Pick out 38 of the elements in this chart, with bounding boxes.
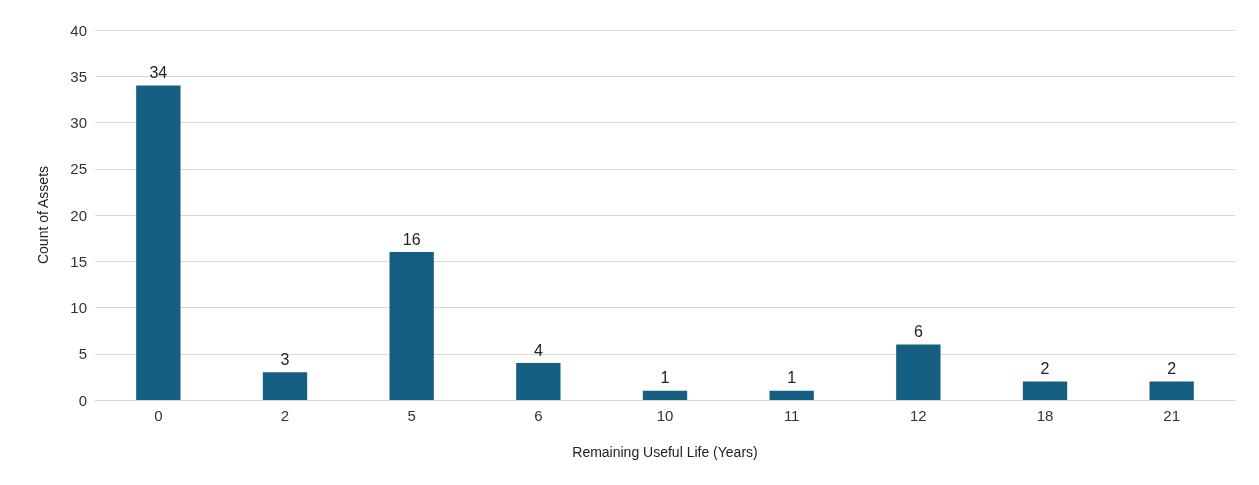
data-label: 4 [533, 341, 543, 359]
x-axis-title: Remaining Useful Life (Years) [572, 444, 758, 460]
x-tick-label: 10 [656, 407, 674, 424]
data-label: 6 [913, 323, 923, 340]
x-tick-label: 21 [1163, 407, 1181, 424]
y-axis-title: Count of Assets [35, 165, 51, 265]
bar [642, 390, 688, 400]
x-tick-label: 0 [154, 407, 163, 424]
bar [516, 363, 561, 400]
y-tick-label: 0 [78, 391, 87, 409]
data-label: 2 [1167, 360, 1177, 377]
y-tick-label: 40 [70, 21, 87, 39]
bar [389, 252, 434, 400]
data-label: 3 [280, 350, 290, 368]
data-label: 1 [787, 369, 797, 387]
bar [1149, 381, 1194, 400]
bar [1022, 381, 1068, 400]
x-tick-label: 11 [783, 407, 800, 424]
x-tick-label: 2 [280, 407, 290, 424]
data-label: 2 [1040, 360, 1050, 377]
y-tick-label: 30 [70, 114, 87, 131]
bar [896, 344, 941, 400]
y-tick-label: 5 [78, 345, 87, 363]
x-tick-label: 18 [1036, 407, 1054, 424]
y-tick-label: 25 [70, 160, 87, 178]
bar [769, 390, 814, 400]
y-tick-label: 20 [70, 206, 87, 224]
x-tick-label: 5 [407, 407, 416, 424]
data-label: 34 [149, 64, 168, 81]
bar [136, 85, 181, 400]
y-tick-label: 10 [70, 299, 87, 316]
y-tick-label: 35 [70, 67, 87, 85]
data-label: 16 [402, 230, 421, 248]
bar [262, 372, 308, 400]
x-tick-label: 6 [534, 407, 543, 424]
x-tick-label: 12 [909, 407, 927, 424]
y-tick-label: 15 [70, 252, 87, 270]
data-label: 1 [660, 369, 670, 387]
